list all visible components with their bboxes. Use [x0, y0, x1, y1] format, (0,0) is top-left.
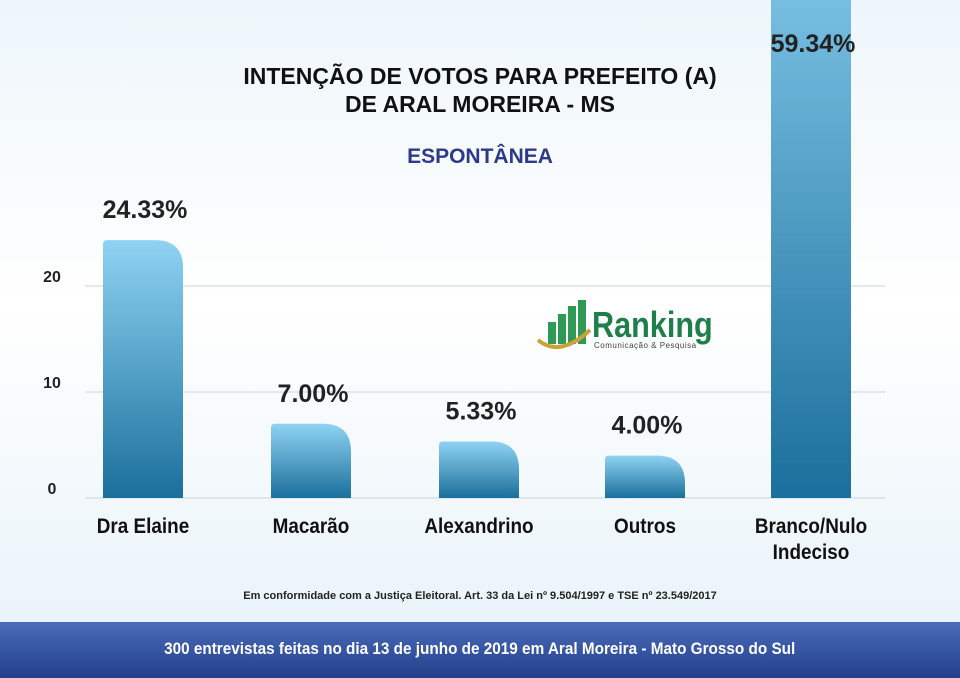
- x-tick-label: Branco/Nulo Indeciso: [754, 515, 868, 564]
- bar: [605, 455, 685, 498]
- y-tick-label: 0: [48, 481, 57, 498]
- logo-tagline: Comunicação & Pesquisa: [594, 341, 697, 350]
- y-tick-label: 20: [43, 269, 61, 286]
- chart-title: INTENÇÃO DE VOTOS PARA PREFEITO (A) DE A…: [243, 63, 717, 117]
- value-label: 24.33%: [103, 196, 188, 224]
- x-tick-label: Macarão: [272, 515, 350, 538]
- bar: [103, 240, 183, 499]
- footer-text: 300 entrevistas feitas no dia 13 de junh…: [164, 639, 796, 658]
- logo-name: Ranking: [592, 304, 713, 345]
- value-label: 7.00%: [278, 380, 349, 408]
- logo-icon: [536, 300, 592, 350]
- bar: [271, 423, 351, 498]
- value-label: 4.00%: [612, 412, 683, 440]
- footnote: Em conformidade com a Justiça Eleitoral.…: [243, 590, 717, 602]
- x-tick-label: Dra Elaine: [96, 515, 190, 538]
- chart-subtitle: ESPONTÂNEA: [407, 145, 553, 168]
- bars: [103, 0, 851, 499]
- value-label: 5.33%: [446, 398, 517, 426]
- bar: [439, 441, 519, 498]
- y-tick-label: 10: [43, 375, 61, 392]
- x-tick-label: Alexandrino: [424, 515, 534, 538]
- footer-band: 300 entrevistas feitas no dia 13 de junh…: [0, 622, 960, 678]
- x-tick-label: Outros: [614, 515, 676, 538]
- value-label: 59.34%: [771, 30, 856, 58]
- bar: [771, 0, 851, 498]
